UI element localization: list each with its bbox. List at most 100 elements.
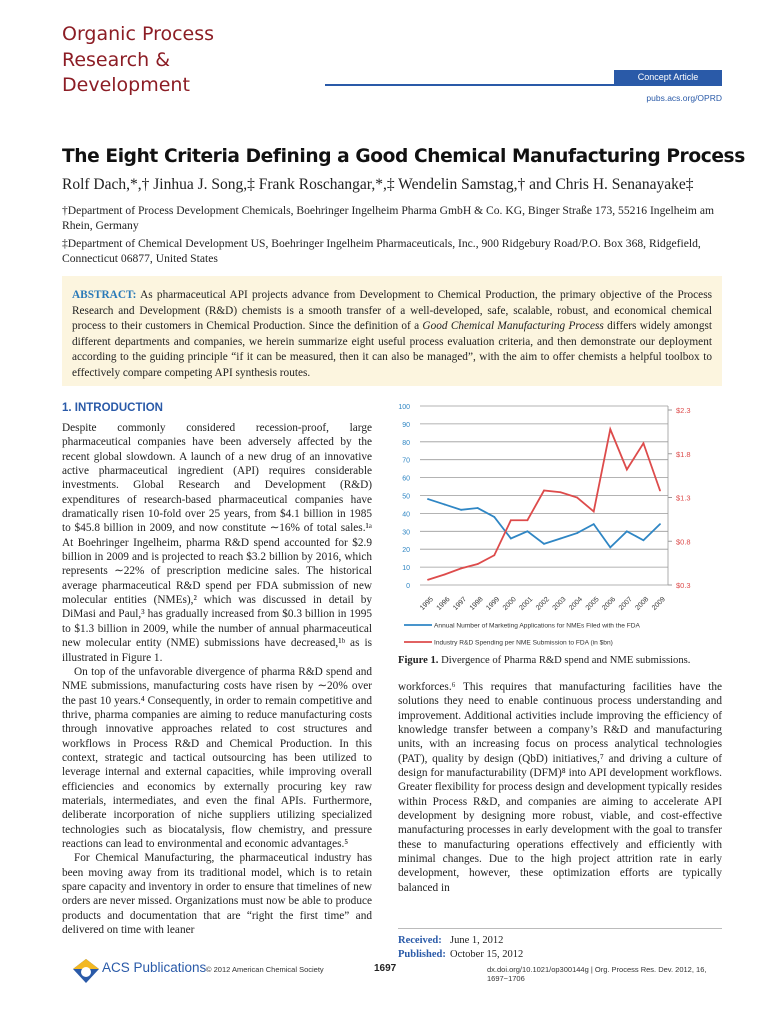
journal-title-line: Development: [62, 74, 190, 96]
y-right-tick-label: $2.3: [676, 406, 691, 415]
data-point: [526, 530, 529, 533]
journal-title-line: Research &: [62, 48, 171, 71]
data-point: [576, 532, 579, 534]
publisher-name: ACS Publications: [102, 960, 207, 975]
data-point: [509, 537, 512, 540]
copyright: © 2012 American Chemical Society: [206, 965, 324, 974]
page-number: 1697: [374, 963, 397, 974]
data-point: [576, 496, 579, 499]
y-left-tick-label: 20: [402, 547, 410, 554]
y-right-tick-label: $0.8: [676, 537, 691, 546]
data-point: [460, 567, 463, 570]
data-point: [642, 539, 645, 542]
published-label: Published:: [398, 949, 446, 960]
data-point: [625, 468, 628, 471]
data-point: [642, 442, 645, 445]
data-point: [493, 554, 496, 557]
figure-caption-text: Divergence of Pharma R&D spend and NME s…: [438, 655, 691, 666]
x-tick-label: 2006: [601, 596, 617, 612]
abstract-box: ABSTRACT: As pharmaceutical API projects…: [62, 276, 722, 386]
y-left-tick-label: 30: [402, 529, 410, 536]
x-tick-label: 2002: [535, 596, 551, 612]
journal-title-line: Organic Process: [62, 23, 215, 45]
section-heading: 1. INTRODUCTION: [62, 402, 163, 414]
left-column: Despite commonly considered recession-pr…: [62, 421, 372, 937]
y-left-tick-label: 80: [402, 440, 410, 447]
y-left-tick-label: 0: [406, 583, 410, 590]
x-tick-label: 1999: [485, 596, 501, 612]
data-point: [443, 573, 446, 576]
x-tick-label: 2000: [502, 596, 518, 612]
y-right-tick-label: $1.8: [676, 450, 691, 459]
y-left-tick-label: 50: [402, 494, 410, 501]
y-left-tick-label: 70: [402, 458, 410, 465]
paragraph: Despite commonly considered recession-pr…: [62, 422, 372, 664]
figure-1-chart: 0 10 20 30 40 50 60 70 80 90 100 $0.3 $0.8 $1.3 $1.8 $2…: [398, 404, 691, 647]
abstract-label: ABSTRACT:: [72, 289, 137, 301]
series-line-2: [427, 426, 661, 581]
data-point: [543, 542, 545, 545]
legend-label: Industry R&D Spending per NME Submission…: [434, 640, 613, 647]
abstract-text: differs widely amongst different departm…: [72, 320, 713, 379]
data-point: [427, 498, 429, 500]
journal-title: Organic Process Research & Development: [62, 22, 214, 99]
article-title: The Eight Criteria Defining a Good Chemi…: [62, 146, 745, 167]
data-point: [509, 519, 512, 522]
data-point: [609, 546, 612, 549]
data-point: [493, 516, 496, 518]
y-left-tick-label: 60: [402, 476, 410, 483]
received-label: Received:: [398, 935, 442, 946]
y-right-tick-label: $0.3: [676, 581, 691, 590]
y-left-tick-label: 10: [402, 565, 410, 572]
x-tick-label: 2003: [552, 596, 568, 612]
article-type-badge: Concept Article: [614, 70, 722, 85]
received-date: June 1, 2012: [450, 935, 504, 946]
data-point: [659, 523, 661, 526]
paragraph: For Chemical Manufacturing, the pharmace…: [62, 852, 372, 937]
figure-caption: Figure 1. Divergence of Pharma R&D spend…: [398, 655, 722, 666]
data-point: [592, 523, 595, 526]
y-left-tick-label: 40: [402, 511, 410, 518]
data-point: [543, 489, 545, 492]
x-tick-label: 1995: [419, 596, 435, 612]
x-tick-label: 1997: [452, 596, 468, 612]
right-column: workforces.⁶ This requires that manufact…: [398, 680, 722, 895]
published-date: October 15, 2012: [450, 949, 524, 960]
data-point: [592, 510, 595, 513]
data-point: [609, 428, 612, 431]
journal-url-link[interactable]: pubs.acs.org/OPRD: [646, 93, 722, 103]
abstract-text: As pharmaceutical API projects advance f…: [72, 289, 712, 333]
data-point: [559, 537, 562, 540]
data-point: [476, 507, 479, 509]
x-tick-label: 2008: [634, 596, 650, 612]
paragraph: On top of the unfavorable divergence of …: [62, 665, 372, 850]
data-point: [625, 530, 628, 533]
legend-label: Annual Number of Marketing Applications …: [434, 623, 641, 630]
x-tick-label: 2004: [568, 596, 584, 612]
data-point: [427, 578, 429, 581]
x-tick-label: 2007: [618, 596, 634, 612]
data-point: [659, 489, 661, 492]
data-point: [476, 563, 479, 565]
data-point: [526, 519, 529, 522]
y-left-tick-label: 90: [402, 422, 410, 429]
series-line-1: [427, 498, 661, 549]
x-tick-label: 1996: [436, 596, 452, 612]
affiliation: ‡Department of Chemical Development US, …: [62, 237, 701, 265]
x-tick-label: 1998: [469, 596, 485, 612]
article-dates: Received: June 1, 2012 Published: October …: [398, 928, 722, 962]
page-footer: ACS Publications © 2012 American Chemica…: [62, 958, 722, 983]
author-list: Rolf Dach,*,† Jinhua J. Song,‡ Frank Ros…: [62, 176, 694, 193]
figure-caption-label: Figure 1.: [398, 655, 439, 666]
x-tick-label: 2005: [585, 596, 601, 612]
header-rule: [325, 84, 722, 86]
x-tick-label: 2001: [518, 596, 534, 612]
x-tick-label: 2009: [651, 596, 667, 612]
data-point: [559, 491, 562, 494]
y-right-tick-label: $1.3: [676, 494, 691, 503]
paragraph: workforces.⁶ This requires that manufact…: [398, 681, 722, 894]
abstract-italic: Good Chemical Manufacturing Process: [422, 320, 604, 333]
acs-logo-icon: [73, 959, 99, 983]
data-point: [460, 508, 463, 511]
citation-doi-link[interactable]: dx.doi.org/10.1021/op300144g | Org. Proc…: [487, 965, 707, 983]
